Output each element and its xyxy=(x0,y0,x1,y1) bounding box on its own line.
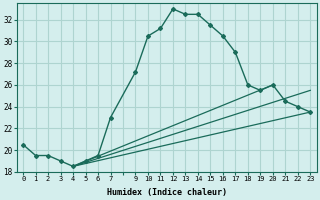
X-axis label: Humidex (Indice chaleur): Humidex (Indice chaleur) xyxy=(107,188,227,197)
